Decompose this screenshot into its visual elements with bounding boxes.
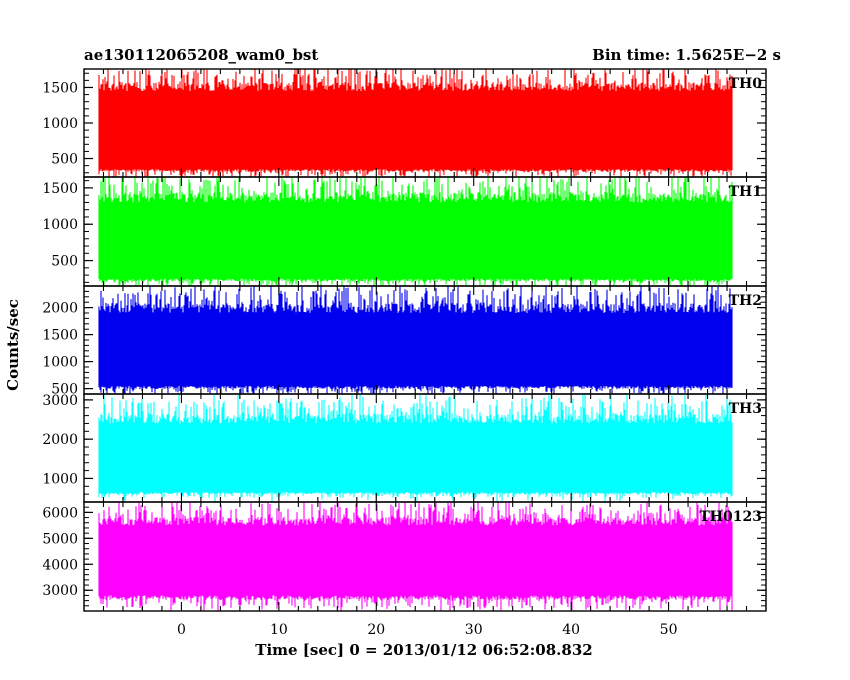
- panel-th1: 500 1000 1500 TH1: [42, 176, 767, 287]
- y-tick-label: 4000: [42, 557, 78, 573]
- y-tick-label: 6000: [42, 505, 78, 521]
- y-tick-label: 2000: [42, 432, 78, 448]
- y-tick-label: 1000: [42, 471, 78, 487]
- y-tick-label: 3000: [42, 583, 78, 599]
- x-axis-label: Time [sec] 0 = 2013/01/12 06:52:08.832: [255, 641, 592, 659]
- y-tick-label: 3000: [42, 393, 78, 409]
- panel-label-th2: TH2: [729, 293, 762, 309]
- panel-th3: 1000 2000 3000 TH3: [42, 393, 767, 503]
- y-tick-label: 1500: [42, 80, 78, 96]
- y-tick-label: 1000: [42, 355, 78, 371]
- plot-title: ae130112065208_wam0_bst: [84, 46, 318, 64]
- x-tick-label: 40: [562, 622, 580, 638]
- x-tick-label: 20: [367, 622, 385, 638]
- y-tick-label: 1000: [42, 116, 78, 132]
- series-th1-line: [98, 177, 733, 286]
- panel-th0: 500 1000 1500 TH0: [42, 68, 767, 178]
- panel-label-th1: TH1: [729, 184, 762, 200]
- panel-label-th0123: TH0123: [699, 509, 762, 525]
- y-tick-label: 1000: [42, 217, 78, 233]
- panel-th0123: 3000 4000 5000 6000 TH0123: [42, 501, 767, 612]
- y-axis-label: Counts/sec: [4, 299, 22, 391]
- panel-th2: 500 1000 1500 2000 TH2: [42, 285, 767, 398]
- panel-frame: [83, 501, 767, 612]
- series-th0123-line: [98, 502, 733, 611]
- x-tick-label: 30: [465, 622, 483, 638]
- y-tick-label: 5000: [42, 531, 78, 547]
- x-tick-label: 50: [660, 622, 678, 638]
- y-tick-label: 500: [51, 382, 78, 398]
- panels-group: 500 1000 1500 TH0 500 1000 1500 TH1 500 1000 1500 2…: [42, 68, 767, 612]
- panel-label-th0: TH0: [729, 76, 763, 92]
- series-th0-line: [98, 69, 733, 177]
- bin-time-label: Bin time: 1.5625E−2 s: [592, 46, 781, 64]
- series-th3-line: [98, 394, 733, 502]
- y-tick-label: 500: [51, 152, 78, 168]
- y-tick-label: 500: [51, 254, 78, 270]
- x-tick-label: 10: [270, 622, 288, 638]
- y-tick-label: 2000: [42, 301, 78, 317]
- panel-label-th3: TH3: [729, 401, 762, 417]
- x-tick-label: 0: [177, 622, 186, 638]
- y-tick-label: 1500: [42, 181, 78, 197]
- y-tick-label: 1500: [42, 328, 78, 344]
- x-axis: 0 10 20 30 40 50: [177, 622, 678, 638]
- series-th2-line: [98, 286, 733, 394]
